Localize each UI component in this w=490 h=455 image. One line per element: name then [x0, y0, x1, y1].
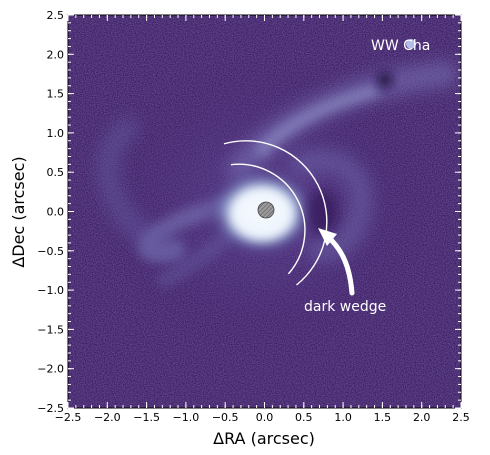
x-axis-title: ΔRA (arcsec): [213, 429, 315, 448]
x-tick-label: −0.5: [212, 411, 239, 424]
x-axis-tick-labels: −2.5 −2.0 −1.5 −1.0 −0.5 0.0 0.5 1.0 1.5 2.0 2.5: [55, 411, 470, 424]
x-tick-label: 0.5: [295, 411, 313, 424]
y-tick-label: 2.0: [47, 48, 65, 61]
target-label: WW Cha: [371, 38, 430, 54]
y-tick-label: 0.5: [47, 166, 65, 179]
y-tick-label: 1.5: [47, 88, 65, 101]
y-tick-label: 2.5: [47, 9, 65, 22]
x-tick-label: 0.0: [256, 411, 274, 424]
x-tick-label: 1.5: [374, 411, 392, 424]
inner-arc: [230, 163, 306, 275]
wedge-arcs: [223, 140, 328, 286]
y-tick-label: −1.5: [37, 323, 64, 336]
northeast-streamer-core: [256, 86, 378, 156]
x-tick-label: −2.0: [94, 411, 121, 424]
dark-wedge-label: dark wedge: [304, 299, 386, 315]
x-tick-label: −1.0: [173, 411, 200, 424]
dark-wedge-shadow: [306, 190, 338, 234]
east-lobe: [289, 149, 373, 263]
x-tick-label: 2.5: [452, 411, 470, 424]
y-axis-title: ΔDec (arcsec): [9, 156, 28, 267]
x-tick-label: 1.0: [334, 411, 352, 424]
y-tick-label: 1.0: [47, 127, 65, 140]
y-tick-label: −1.0: [37, 284, 64, 297]
wedge-arrow-head: [318, 228, 337, 246]
bright-point-source: [406, 39, 416, 49]
image-region: WW Cha dark wedge: [68, 15, 461, 408]
outer-arc: [223, 140, 328, 286]
y-tick-label: −0.5: [37, 245, 64, 258]
y-tick-label: −2.0: [37, 363, 64, 376]
dark-masked-spot: [377, 72, 393, 88]
y-axis-ticks: [68, 14, 461, 409]
y-tick-label: −2.5: [37, 402, 64, 415]
x-axis-ticks: [67, 15, 462, 408]
far-west-arm: [97, 117, 186, 261]
x-tick-label: 2.0: [413, 411, 431, 424]
x-tick-label: −2.5: [55, 411, 82, 424]
y-axis-tick-labels: 2.5 2.0 1.5 1.0 0.5 0.0 −0.5 −1.0 −1.5 −2.0 −2.5: [37, 9, 64, 415]
x-tick-label: −1.5: [133, 411, 160, 424]
coronagraph-mask: [257, 201, 275, 219]
y-tick-label: 0.0: [47, 206, 65, 219]
